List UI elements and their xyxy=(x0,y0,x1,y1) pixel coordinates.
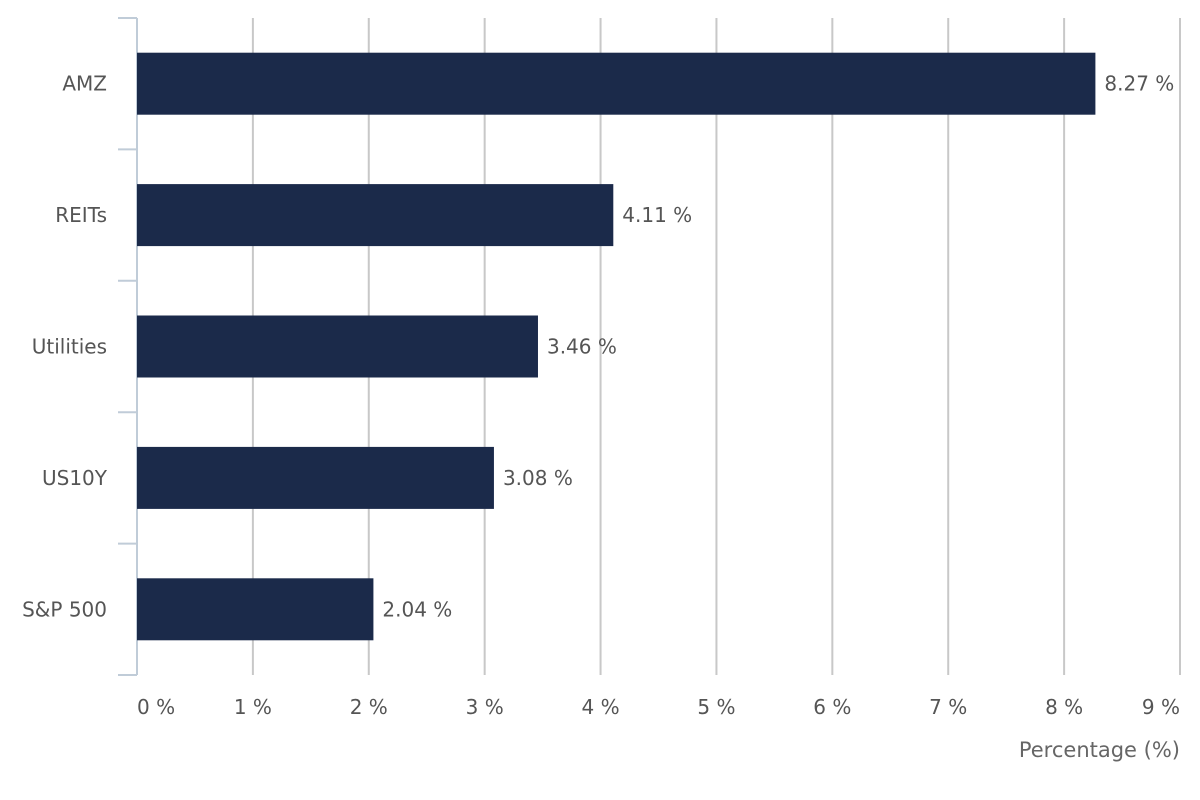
data-label-3: 3.08 % xyxy=(503,466,573,490)
x-tick-labels: 0 % 1 % 2 % 3 % 4 % 5 % 6 % 7 % 8 % 9 % xyxy=(137,695,1180,719)
category-label-4: S&P 500 xyxy=(22,597,107,621)
x-tick-label-2: 2 % xyxy=(350,695,388,719)
category-label-0: AMZ xyxy=(62,72,107,96)
x-axis-title: Percentage (%) xyxy=(1019,738,1180,762)
category-axis xyxy=(118,17,138,676)
x-tick-label-9: 9 % xyxy=(1142,695,1180,719)
x-tick-label-3: 3 % xyxy=(466,695,504,719)
x-tick-label-5: 5 % xyxy=(697,695,735,719)
data-label-4: 2.04 % xyxy=(382,597,452,621)
bars xyxy=(137,52,1096,641)
gridlines xyxy=(251,18,1181,675)
category-label-1: REITs xyxy=(55,203,107,227)
data-label-0: 8.27 % xyxy=(1104,72,1174,96)
data-label-1: 4.11 % xyxy=(622,203,692,227)
x-tick-label-6: 6 % xyxy=(813,695,851,719)
category-label-2: Utilities xyxy=(32,335,107,359)
data-label-2: 3.46 % xyxy=(547,335,617,359)
bar-4 xyxy=(137,578,374,641)
x-tick-label-7: 7 % xyxy=(929,695,967,719)
bar-2 xyxy=(137,315,538,378)
bar-0 xyxy=(137,52,1096,115)
x-tick-label-8: 8 % xyxy=(1045,695,1083,719)
bar-1 xyxy=(137,184,614,247)
x-tick-label-1: 1 % xyxy=(234,695,272,719)
bar-3 xyxy=(137,446,494,509)
x-tick-label-4: 4 % xyxy=(582,695,620,719)
x-tick-label-0: 0 % xyxy=(137,695,175,719)
data-labels: 8.27 % 4.11 % 3.46 % 3.08 % 2.04 % xyxy=(382,72,1174,622)
category-label-3: US10Y xyxy=(42,466,108,490)
category-labels: AMZ REITs Utilities US10Y S&P 500 xyxy=(22,72,108,622)
